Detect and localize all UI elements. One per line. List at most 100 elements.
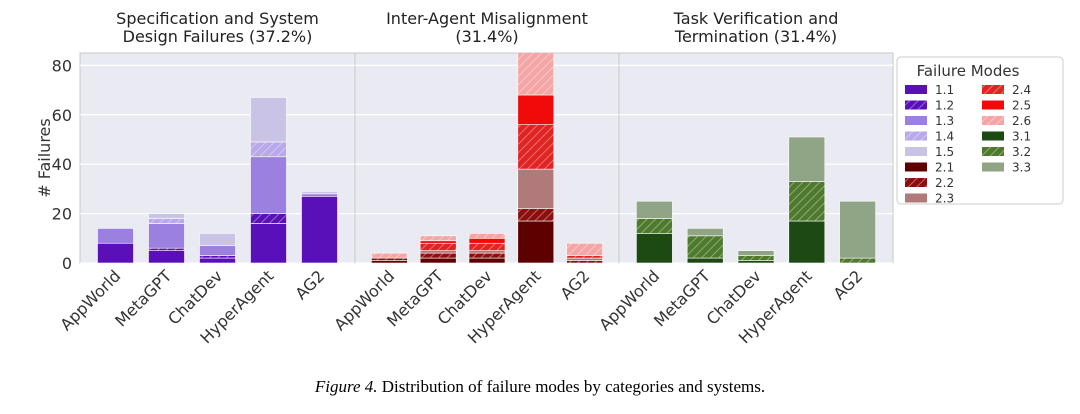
legend-swatch bbox=[982, 147, 1004, 156]
legend-title: Failure Modes bbox=[917, 62, 1020, 80]
bar-segment bbox=[419, 250, 457, 254]
bar-segment bbox=[737, 255, 775, 261]
panel-title: Inter-Agent Misalignment bbox=[386, 9, 588, 28]
legend-label: 2.1 bbox=[935, 161, 954, 175]
plot-area bbox=[354, 52, 620, 264]
legend-label: 2.2 bbox=[935, 176, 954, 190]
legend-label: 2.3 bbox=[935, 192, 954, 206]
bar-segment bbox=[517, 94, 555, 125]
bar-segment bbox=[517, 124, 555, 170]
bar-segment bbox=[301, 191, 338, 195]
bar-segment bbox=[250, 156, 287, 214]
legend-label: 2.5 bbox=[1012, 99, 1031, 113]
y-tick-label: 60 bbox=[52, 106, 72, 125]
bar-segment bbox=[839, 257, 876, 263]
bar-segment bbox=[419, 235, 457, 242]
panel-title: Task Verification and bbox=[673, 9, 839, 28]
y-axis-label: # Failures bbox=[35, 118, 54, 197]
caption-label: Figure 4. bbox=[314, 377, 378, 396]
bar-segment bbox=[148, 223, 185, 249]
bar-segment bbox=[97, 242, 134, 263]
bar-segment bbox=[199, 257, 236, 263]
legend-label: 1.1 bbox=[935, 83, 954, 97]
legend-label: 2.4 bbox=[1012, 83, 1031, 97]
bar-segment bbox=[301, 193, 338, 197]
bar-segment bbox=[250, 223, 287, 263]
bar-segment bbox=[301, 195, 338, 263]
bar-segment bbox=[371, 252, 408, 259]
bar-segment bbox=[566, 257, 603, 261]
bar-segment bbox=[148, 213, 185, 219]
bar-segment bbox=[468, 237, 506, 244]
bars bbox=[371, 53, 603, 263]
legend-swatch bbox=[905, 116, 927, 125]
y-tick-label: 40 bbox=[52, 155, 72, 174]
legend-swatch bbox=[905, 100, 927, 110]
bar-segment bbox=[839, 200, 876, 259]
y-tick-label: 0 bbox=[62, 254, 72, 273]
bar-segment bbox=[686, 235, 724, 259]
bar-segment bbox=[148, 250, 185, 263]
panel-title: (31.4%) bbox=[455, 27, 518, 46]
y-tick-label: 20 bbox=[52, 205, 72, 224]
bar-segment bbox=[250, 97, 287, 143]
legend-swatch bbox=[905, 147, 927, 156]
x-tick-label: AppWorld bbox=[56, 266, 124, 334]
bar-segment bbox=[686, 228, 724, 237]
x-tick-label: MetaGPT bbox=[650, 266, 714, 330]
legend-swatch bbox=[905, 85, 927, 94]
legend-swatch bbox=[982, 162, 1004, 172]
x-tick-label: AG2 bbox=[291, 266, 328, 303]
legend-box bbox=[896, 56, 1064, 205]
bar-segment bbox=[468, 233, 506, 239]
bars bbox=[97, 97, 338, 263]
bar-segment bbox=[788, 181, 826, 222]
panel-title: Termination (31.4%) bbox=[674, 27, 837, 46]
panel-title: Specification and System bbox=[116, 9, 319, 28]
x-tick-label: AG2 bbox=[829, 266, 866, 303]
x-tick-label: MetaGPT bbox=[111, 266, 175, 330]
bar-segment bbox=[686, 257, 724, 263]
panel-title: Design Failures (37.2%) bbox=[123, 27, 313, 46]
legend-swatch bbox=[905, 131, 927, 141]
legend-swatch bbox=[905, 162, 927, 172]
bars bbox=[636, 136, 876, 263]
legend-swatch bbox=[905, 178, 927, 187]
legend-swatch bbox=[905, 193, 927, 203]
caption-text: Distribution of failure modes by categor… bbox=[382, 377, 765, 396]
bar-segment bbox=[468, 242, 506, 251]
legend-label: 1.4 bbox=[935, 130, 954, 144]
bar-segment bbox=[636, 233, 673, 263]
bar-segment bbox=[468, 252, 506, 259]
x-tick-label: AppWorld bbox=[330, 266, 398, 334]
bar-segment bbox=[419, 242, 457, 251]
bar-segment bbox=[566, 255, 603, 259]
bar-segment bbox=[199, 233, 236, 247]
bar-segment bbox=[468, 257, 506, 263]
bar-segment bbox=[517, 53, 555, 96]
legend-label: 3.2 bbox=[1012, 145, 1031, 159]
bar-segment bbox=[636, 218, 673, 234]
legend-swatch bbox=[982, 85, 1004, 94]
bar-segment bbox=[199, 255, 236, 259]
bar-segment bbox=[250, 141, 287, 158]
legend-swatch bbox=[982, 131, 1004, 141]
bar-segment bbox=[468, 250, 506, 254]
bar-segment bbox=[371, 260, 408, 263]
legend-label: 2.6 bbox=[1012, 114, 1031, 128]
legend-label: 1.3 bbox=[935, 114, 954, 128]
bar-segment bbox=[148, 218, 185, 224]
bar-segment bbox=[419, 240, 457, 244]
legend-label: 1.5 bbox=[935, 145, 954, 159]
bar-segment bbox=[517, 208, 555, 222]
caption: Figure 4. Distribution of failure modes … bbox=[314, 377, 765, 396]
bar-segment bbox=[566, 260, 603, 263]
bar-segment bbox=[788, 136, 826, 182]
bar-segment bbox=[566, 242, 603, 256]
bar-segment bbox=[419, 257, 457, 263]
bar-segment bbox=[517, 220, 555, 263]
bar-segment bbox=[737, 250, 775, 256]
legend-label: 3.3 bbox=[1012, 161, 1031, 175]
bar-segment bbox=[517, 168, 555, 209]
